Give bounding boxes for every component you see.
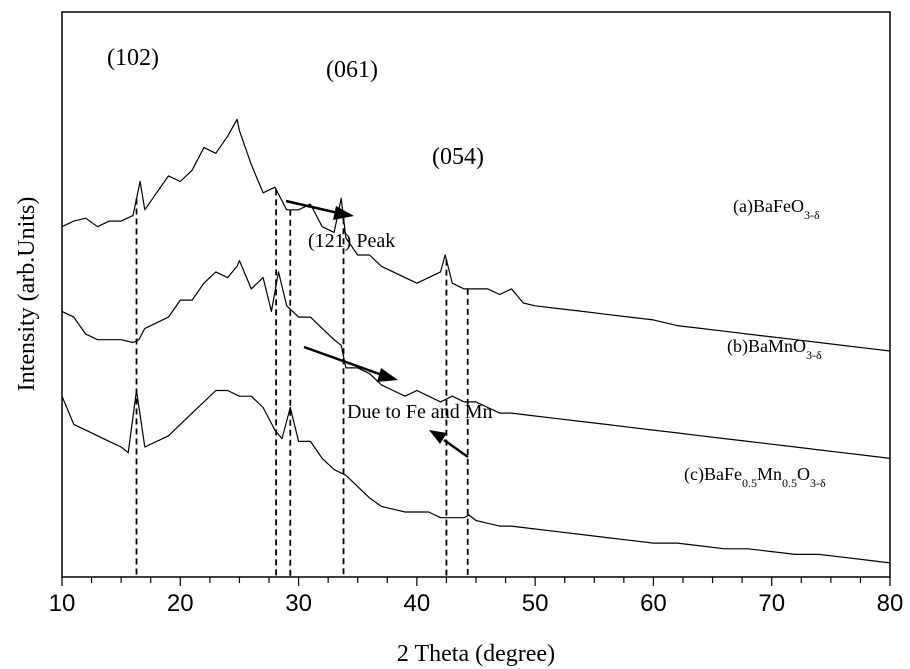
arrow-shift [303, 345, 383, 377]
x-axis-title: 2 Theta (degree) [397, 641, 555, 667]
x-tick-label: 30 [285, 590, 312, 617]
x-tick-label: 20 [167, 590, 194, 617]
x-tick-label: 80 [877, 590, 904, 617]
series-line-1 [61, 260, 891, 459]
annotation-121-peak: (121) Peak [308, 230, 395, 252]
arrow-121-peak [285, 199, 339, 215]
annotation-fe-mn: Due to Fe and Mn [347, 401, 493, 423]
annotation-102: (102) [107, 45, 159, 71]
series-line-2 [61, 389, 891, 564]
reference-lines [135, 189, 469, 577]
annotation-054: (054) [432, 144, 484, 170]
arrowhead-121-peak [333, 206, 354, 220]
series-label-c: (c)BaFe0.5Mn0.5O3-δ [684, 464, 826, 490]
arrowhead-fe-mn [429, 430, 447, 444]
series-line-0 [61, 118, 891, 352]
x-tick-label: 70 [758, 590, 785, 617]
x-axis-ticks: 10 20 30 40 50 60 70 80 [49, 577, 904, 617]
series-label-a: (a)BaFeO3-δ [733, 196, 820, 222]
x-tick-label: 40 [404, 590, 431, 617]
x-tick-label: 10 [49, 590, 76, 617]
series-layer [61, 118, 891, 564]
x-tick-label: 50 [522, 590, 549, 617]
arrowhead-shift [377, 368, 398, 382]
annotation-arrows [285, 199, 469, 459]
x-tick-label: 60 [640, 590, 667, 617]
y-axis-title: Intensity (arb.Units) [14, 197, 40, 392]
series-label-b: (b)BaMnO3-δ [727, 336, 822, 362]
annotation-061: (061) [326, 57, 378, 83]
arrow-fe-mn [443, 438, 469, 459]
